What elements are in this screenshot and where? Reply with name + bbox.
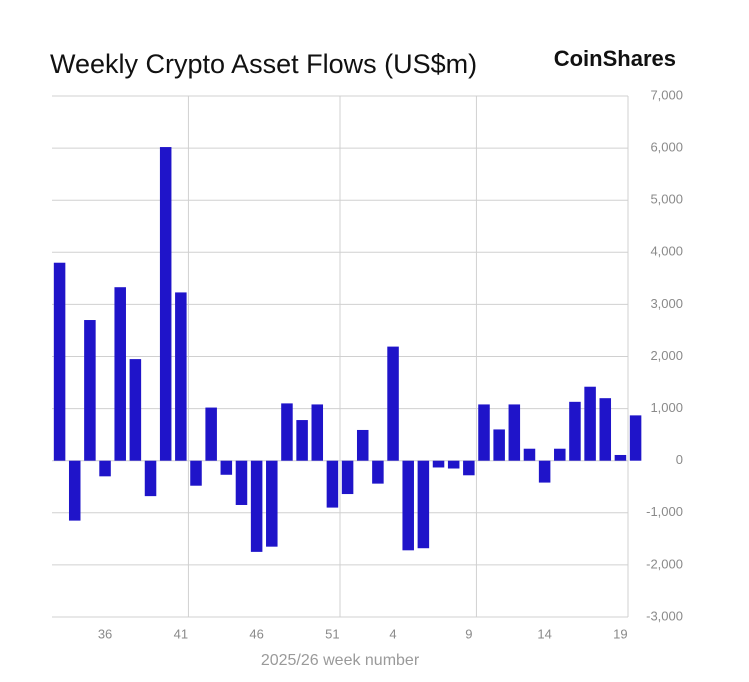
x-tick-label: 46 bbox=[249, 626, 263, 641]
bar bbox=[584, 386, 596, 461]
x-tick-label: 41 bbox=[174, 626, 188, 641]
bar bbox=[508, 404, 521, 461]
bar bbox=[599, 398, 612, 461]
bar bbox=[523, 448, 536, 461]
bar bbox=[402, 460, 414, 551]
y-tick-label: 1,000 bbox=[650, 400, 683, 415]
x-tick-label: 9 bbox=[465, 626, 472, 641]
bar bbox=[205, 407, 217, 461]
x-tick-label: 51 bbox=[325, 626, 339, 641]
bar bbox=[220, 460, 233, 475]
bar bbox=[84, 320, 96, 461]
logo: CoinShares bbox=[554, 46, 676, 71]
y-tick-label: 6,000 bbox=[650, 140, 683, 155]
bar bbox=[326, 460, 339, 508]
bar bbox=[175, 292, 187, 461]
bar bbox=[311, 404, 324, 461]
bar bbox=[296, 420, 308, 461]
y-tick-label: 0 bbox=[676, 452, 683, 467]
chart-title: Weekly Crypto Asset Flows (US$m) bbox=[50, 49, 477, 79]
bar bbox=[68, 460, 81, 521]
bar bbox=[190, 460, 202, 486]
bar bbox=[387, 346, 399, 461]
bar bbox=[629, 415, 642, 461]
bar bbox=[569, 401, 581, 461]
x-tick-label: 4 bbox=[389, 626, 396, 641]
y-tick-label: 2,000 bbox=[650, 348, 683, 363]
bar bbox=[417, 460, 430, 549]
bar bbox=[493, 429, 505, 461]
y-tick-label: -3,000 bbox=[646, 608, 683, 623]
bar bbox=[463, 460, 475, 476]
bar bbox=[356, 429, 369, 461]
bar bbox=[341, 460, 354, 495]
bar bbox=[144, 460, 157, 497]
bar bbox=[129, 359, 142, 461]
bar bbox=[554, 448, 566, 461]
x-tick-label: 14 bbox=[537, 626, 551, 641]
bar bbox=[432, 460, 445, 468]
bar bbox=[235, 460, 248, 505]
bar bbox=[614, 454, 627, 461]
x-axis-label: 2025/26 week number bbox=[261, 652, 420, 669]
bar bbox=[159, 147, 172, 461]
bar bbox=[266, 460, 278, 547]
y-tick-label: 7,000 bbox=[650, 87, 683, 102]
bar bbox=[53, 262, 66, 461]
bar bbox=[478, 404, 490, 461]
bar bbox=[372, 460, 384, 484]
y-tick-label: -1,000 bbox=[646, 504, 683, 519]
bar bbox=[538, 460, 551, 483]
bar bbox=[447, 460, 460, 469]
bar bbox=[281, 403, 293, 461]
x-tick-label: 19 bbox=[613, 626, 627, 641]
bar bbox=[250, 460, 263, 552]
y-tick-label: 5,000 bbox=[650, 192, 683, 207]
bar bbox=[99, 460, 111, 477]
bar bbox=[114, 287, 126, 461]
y-tick-label: -2,000 bbox=[646, 556, 683, 571]
x-tick-label: 36 bbox=[98, 626, 112, 641]
y-tick-label: 3,000 bbox=[650, 296, 683, 311]
y-tick-label: 4,000 bbox=[650, 244, 683, 259]
